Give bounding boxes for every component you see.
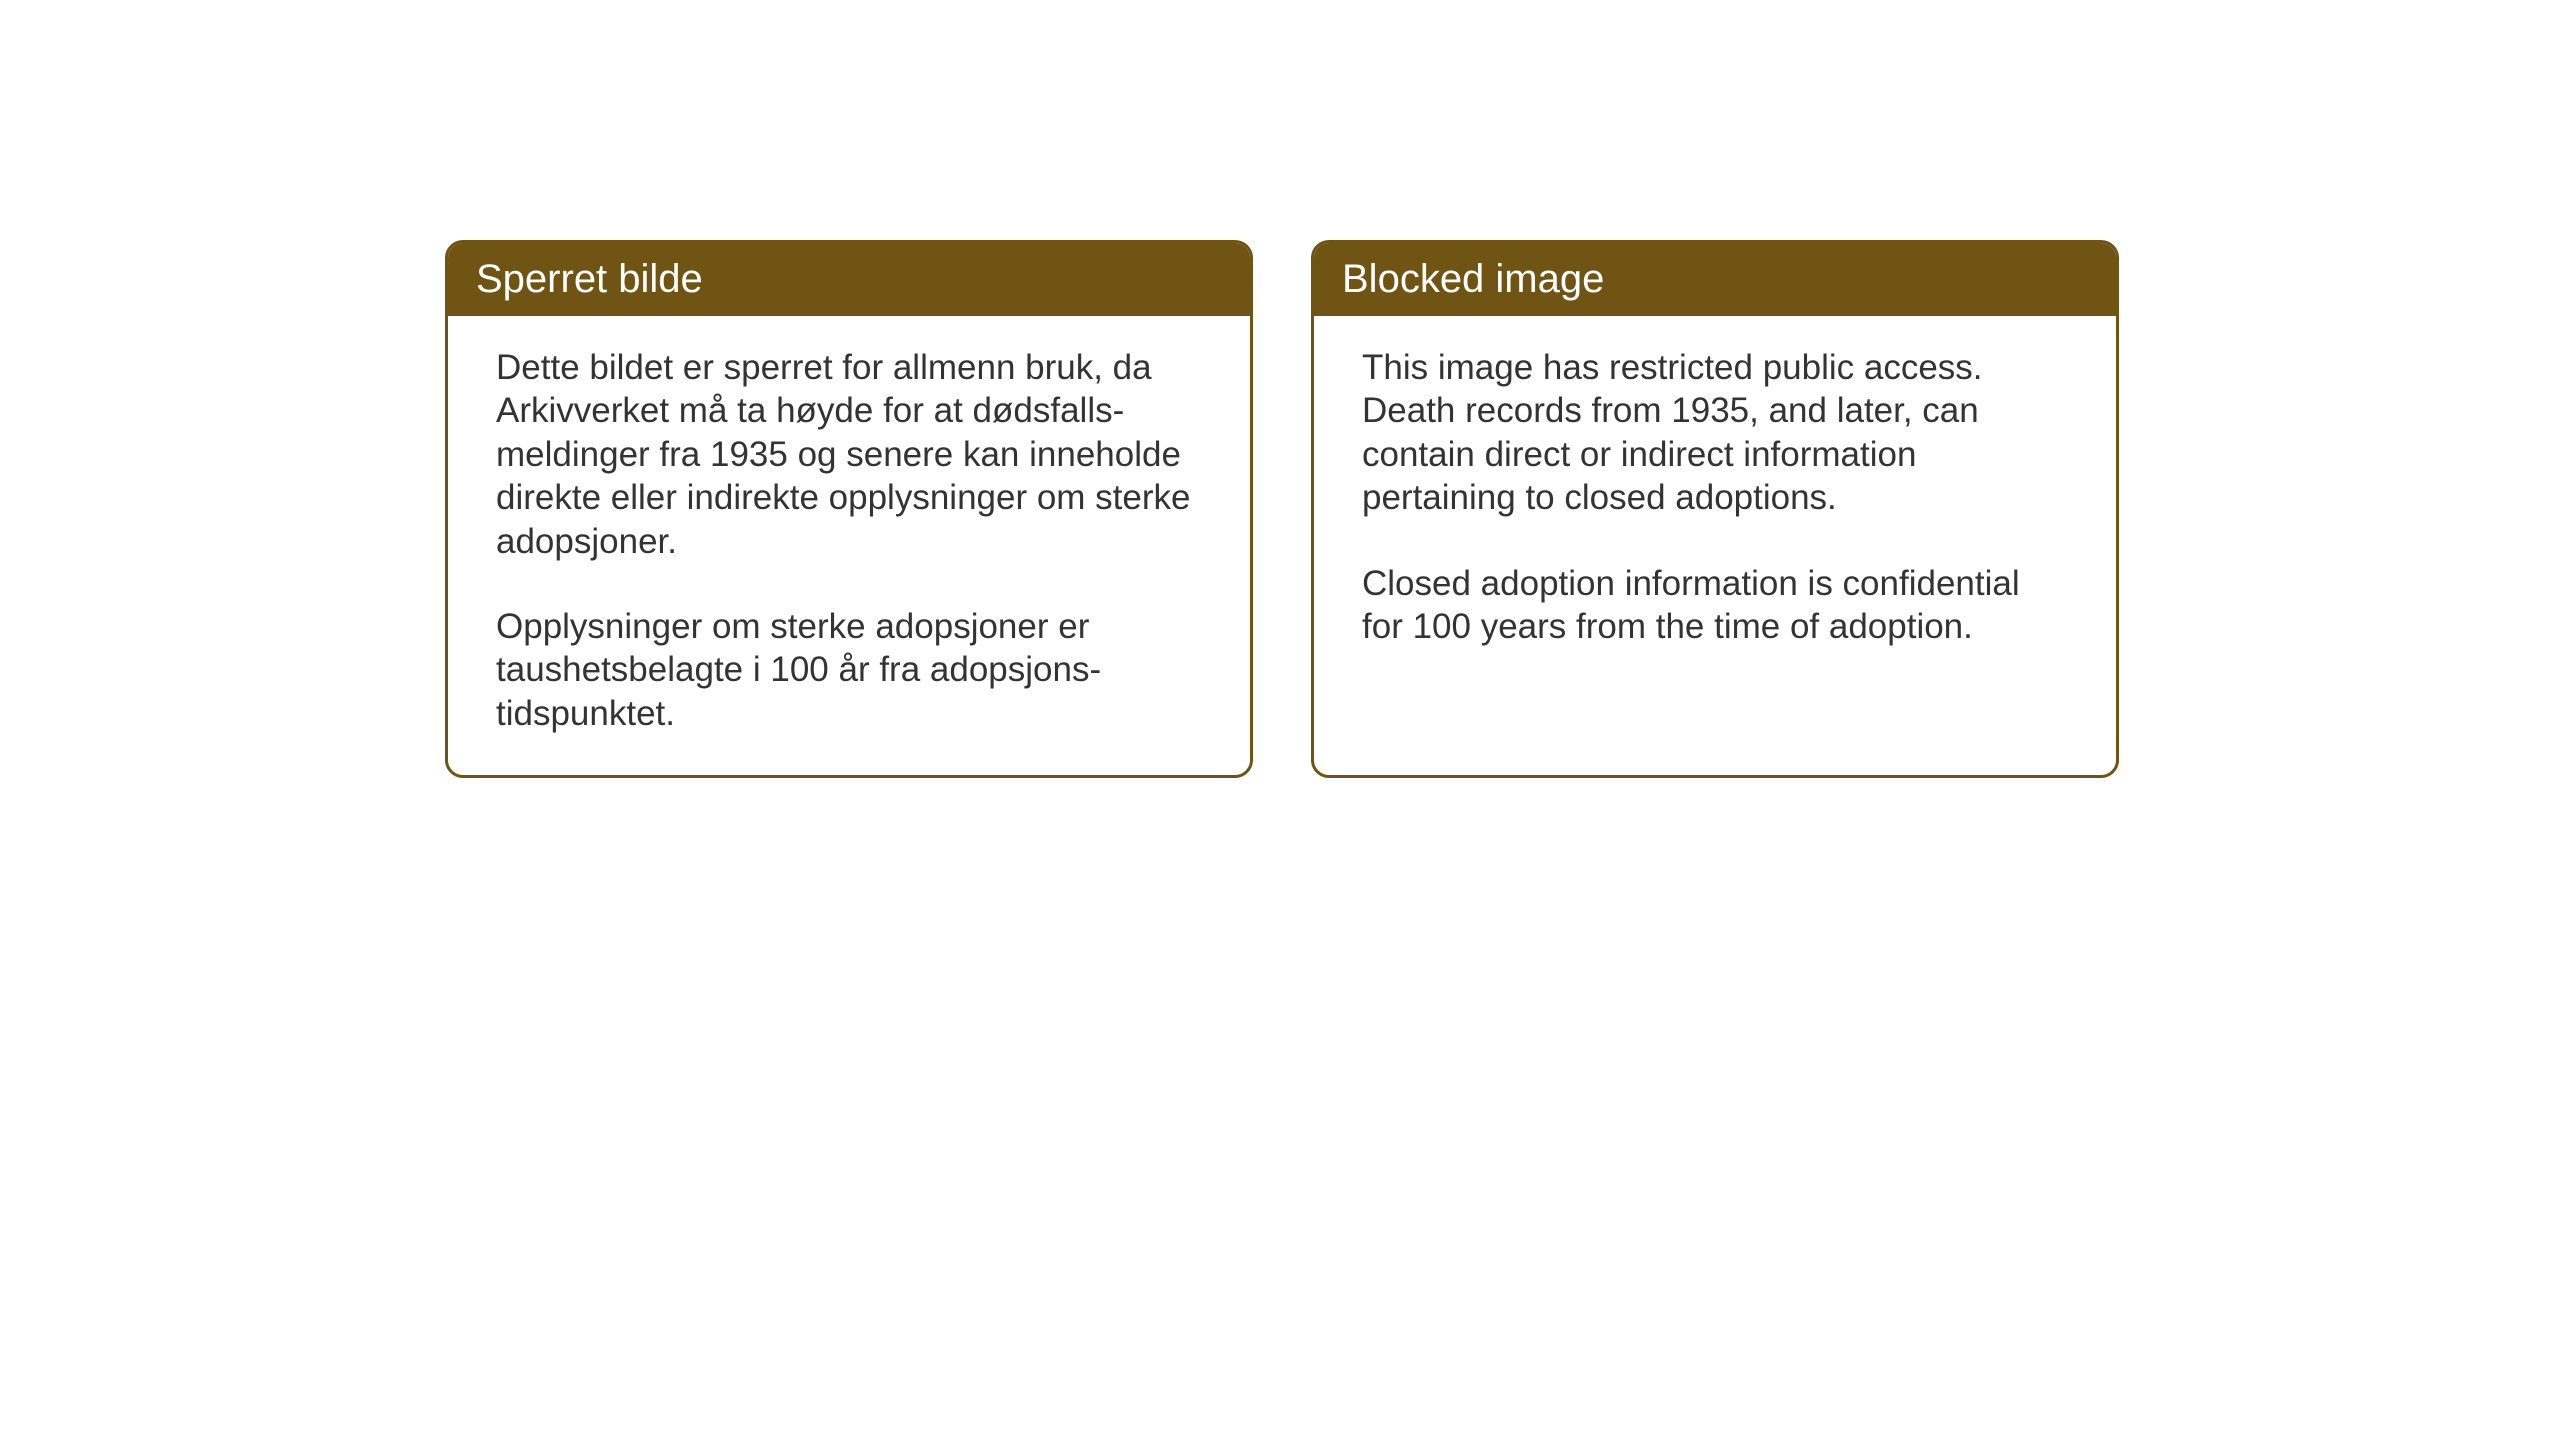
notice-card-english: Blocked image This image has restricted … xyxy=(1311,240,2119,778)
card-title-norwegian: Sperret bilde xyxy=(476,257,703,301)
card-header-norwegian: Sperret bilde xyxy=(448,243,1250,316)
paragraph-english-2: Closed adoption information is confident… xyxy=(1362,562,2068,649)
notice-card-norwegian: Sperret bilde Dette bildet er sperret fo… xyxy=(445,240,1253,778)
card-header-english: Blocked image xyxy=(1314,243,2116,316)
card-body-norwegian: Dette bildet er sperret for allmenn bruk… xyxy=(448,316,1250,775)
paragraph-norwegian-1: Dette bildet er sperret for allmenn bruk… xyxy=(496,346,1202,563)
card-title-english: Blocked image xyxy=(1342,257,1604,301)
card-body-english: This image has restricted public access.… xyxy=(1314,316,2116,688)
notice-container: Sperret bilde Dette bildet er sperret fo… xyxy=(445,240,2119,778)
paragraph-english-1: This image has restricted public access.… xyxy=(1362,346,2068,520)
paragraph-norwegian-2: Opplysninger om sterke adopsjoner er tau… xyxy=(496,605,1202,735)
